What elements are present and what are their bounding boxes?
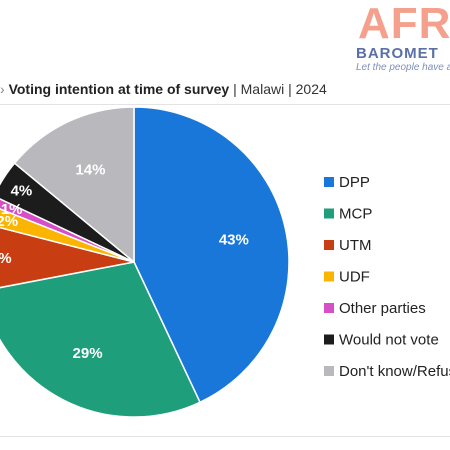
legend-swatch-mcp — [324, 208, 334, 219]
pie-slice-utm — [0, 226, 135, 289]
logo-wordmark: AFR — [358, 0, 450, 48]
slice-label-dpp: 43% — [219, 232, 249, 249]
afrobarometer-logo: AFR BAROMET Let the people have a — [352, 0, 450, 78]
slice-label-udf: 2% — [0, 213, 18, 230]
chart-title: Voting intention at time of survey — [8, 81, 230, 97]
pie-slice-dpp — [133, 106, 290, 404]
title-separator: | — [229, 81, 241, 97]
legend-swatch-utm — [324, 240, 334, 250]
chart-title-bar: › Voting intention at time of survey | M… — [0, 78, 450, 100]
pie-slice-mcp — [0, 261, 201, 418]
legend-label-other-parties: Other parties — [339, 300, 426, 317]
chevron-icon: › — [0, 81, 5, 97]
slice-label-mcp: 29% — [73, 345, 103, 362]
legend-swatch-udf — [324, 271, 334, 282]
logo-subtitle: BAROMET — [356, 45, 439, 62]
chart-year: 2024 — [295, 81, 327, 97]
logo-tagline: Let the people have a — [356, 62, 450, 73]
bottom-divider — [0, 436, 450, 437]
slice-label-would-not-vote: 4% — [11, 183, 33, 200]
legend-label-don-t-know-refused: Don't know/Refused — [339, 363, 450, 380]
legend-label-utm: UTM — [339, 237, 372, 254]
legend-label-udf: UDF — [339, 269, 370, 286]
slice-label-don-t-know-refused: 14% — [75, 161, 105, 178]
pie-chart: 43% 29% 7% 2%1%4% 14% DPP MCP UTM UDF Other part… — [0, 106, 450, 418]
legend-label-mcp: MCP — [339, 206, 372, 223]
title-separator-2: | — [284, 81, 296, 97]
legend-label-dpp: DPP — [339, 174, 370, 191]
top-divider — [0, 104, 450, 105]
chart-country: Malawi — [240, 81, 285, 97]
slice-label-other-parties: 1% — [1, 201, 23, 218]
slice-label-utm: 7% — [0, 250, 12, 267]
legend-swatch-don-t-know-refused — [324, 366, 334, 376]
pie-slice-don-t-know-refused — [13, 106, 135, 264]
legend-label-would-not-vote: Would not vote — [339, 332, 439, 349]
legend-swatch-dpp — [324, 177, 334, 187]
legend-swatch-other-parties — [324, 303, 334, 313]
legend-swatch-would-not-vote — [324, 334, 334, 345]
